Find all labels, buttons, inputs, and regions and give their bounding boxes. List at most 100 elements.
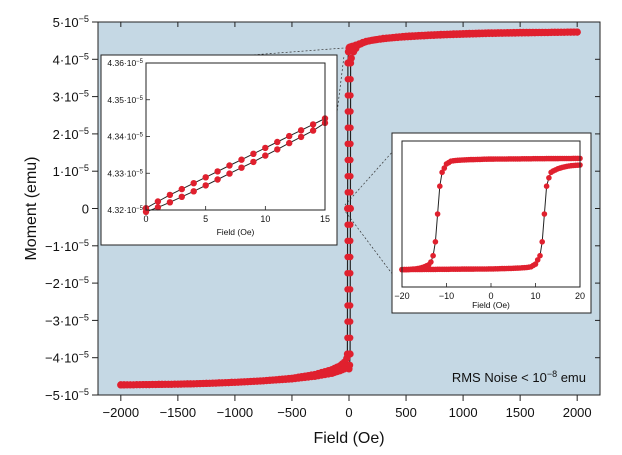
y-tick-label: −4·10−5 (45, 350, 89, 366)
data-point (443, 161, 450, 167)
annotation-exponent: −8 (547, 369, 557, 379)
data-point (190, 188, 197, 195)
data-point (347, 54, 355, 62)
inset-y-tick-label: 4.36·10−5 (107, 58, 143, 68)
inset-x-axis-title: Field (Oe) (217, 227, 255, 237)
y-tick-label-mantissa: 2·10 (53, 127, 79, 142)
inset-x-tick-label: 10 (530, 291, 540, 301)
data-point (347, 302, 354, 309)
data-point (190, 180, 197, 187)
data-point (430, 252, 436, 259)
inset-y-tick-label: 4.35·10−5 (107, 95, 143, 105)
data-point (439, 169, 445, 176)
y-tick-label-mantissa: 3·10 (53, 90, 79, 105)
x-tick-label: 0 (345, 405, 352, 420)
data-point (262, 152, 269, 159)
y-tick-label-exponent: −5 (79, 238, 89, 248)
data-point (286, 132, 293, 140)
data-point (347, 286, 354, 293)
x-tick-label: −500 (277, 405, 306, 420)
data-point (347, 140, 354, 147)
data-point (347, 237, 354, 244)
data-point (546, 175, 552, 181)
y-tick-label-mantissa: −1·10 (45, 239, 79, 254)
inset-y-tick-label-mantissa: 4.34·10 (107, 132, 136, 142)
y-tick-label: −1·10−5 (45, 238, 89, 254)
data-point (347, 189, 354, 196)
data-point (347, 92, 354, 99)
data-point (309, 121, 317, 128)
data-point (347, 270, 354, 277)
y-tick-label: 3·10−5 (53, 89, 89, 105)
x-axis-title: Field (Oe) (313, 430, 384, 447)
data-point (274, 146, 281, 153)
y-tick-label: −3·10−5 (45, 312, 89, 328)
data-point (214, 168, 221, 175)
inset-x-tick-label: −20 (394, 291, 409, 301)
data-point (226, 170, 233, 177)
inset-coercivity: −20 −10 0 10 20 Field (Oe) (344, 132, 592, 314)
y-tick-label-exponent: −5 (79, 89, 89, 99)
y-tick-label: 5·10−5 (53, 14, 89, 30)
data-point (178, 185, 185, 193)
x-tick-label: 2000 (563, 405, 592, 420)
data-point (226, 162, 233, 169)
y-tick-label-mantissa: −4·10 (45, 351, 79, 366)
y-tick-label-mantissa: −5·10 (45, 388, 79, 403)
inset-y-tick-label-mantissa: 4.36·10 (107, 58, 136, 68)
data-point (437, 183, 443, 189)
y-tick-label-mantissa: −3·10 (45, 313, 79, 328)
inset-x-axis-title: Field (Oe) (472, 300, 510, 310)
data-point (347, 124, 354, 131)
data-point (346, 350, 354, 358)
data-point (347, 334, 354, 341)
y-tick-label: 1·10−5 (53, 163, 89, 179)
y-tick-label-exponent: −5 (79, 312, 89, 322)
data-point (532, 261, 539, 267)
y-tick-label: −2·10−5 (45, 275, 89, 291)
y-tick-label-exponent: −5 (79, 126, 89, 136)
inset-low-field: 0 5 10 154.32·10−54.33·10−54.34·10−54.35·10… (100, 47, 345, 246)
x-tick-label: 1000 (449, 405, 478, 420)
inset-y-tick-label-mantissa: 4.33·10 (107, 168, 136, 178)
inset-y-tick-label: 4.33·10−5 (107, 168, 143, 178)
data-point (534, 257, 541, 263)
inset-y-tick-label-exponent: −5 (136, 206, 143, 212)
x-tick-label: 500 (395, 405, 417, 420)
data-point (347, 173, 354, 180)
data-point (202, 174, 209, 181)
data-point (347, 221, 354, 228)
data-point (346, 361, 354, 369)
data-point (539, 239, 545, 245)
data-point (166, 199, 174, 206)
data-point (250, 150, 257, 157)
y-tick-label-mantissa: 1·10 (53, 164, 79, 179)
y-tick-label-exponent: −5 (79, 163, 89, 173)
inset-plot-area (146, 63, 325, 210)
y-tick-label: 4·10−5 (53, 51, 89, 67)
y-tick-label-exponent: −5 (79, 387, 89, 397)
data-point (262, 144, 269, 152)
y-tick-label: 0 (82, 202, 89, 217)
y-tick-label-exponent: −5 (79, 51, 89, 61)
y-tick-label-exponent: −5 (79, 275, 89, 285)
data-point (541, 211, 548, 217)
y-tick-label-mantissa: −2·10 (45, 276, 79, 291)
y-tick-label-exponent: −5 (79, 350, 89, 360)
data-point (441, 165, 448, 171)
inset-y-tick-label: 4.34·10−5 (107, 132, 143, 142)
y-tick-label-mantissa: 4·10 (53, 52, 79, 67)
annotation-text: RMS Noise < 10 (452, 370, 547, 385)
data-point (214, 176, 221, 183)
data-point (274, 138, 281, 146)
y-tick-label: 2·10−5 (53, 126, 89, 142)
inset-x-tick-label: 0 (488, 291, 493, 301)
y-axis-title: Moment (emu) (23, 156, 40, 260)
inset-y-tick-label: 4.32·10−5 (107, 205, 143, 215)
inset-y-tick-label-exponent: −5 (136, 96, 143, 102)
data-point (154, 198, 162, 205)
x-tick-label: −1000 (217, 405, 254, 420)
annotation-unit: emu (557, 370, 586, 385)
data-point (297, 133, 305, 141)
data-point (347, 253, 354, 261)
